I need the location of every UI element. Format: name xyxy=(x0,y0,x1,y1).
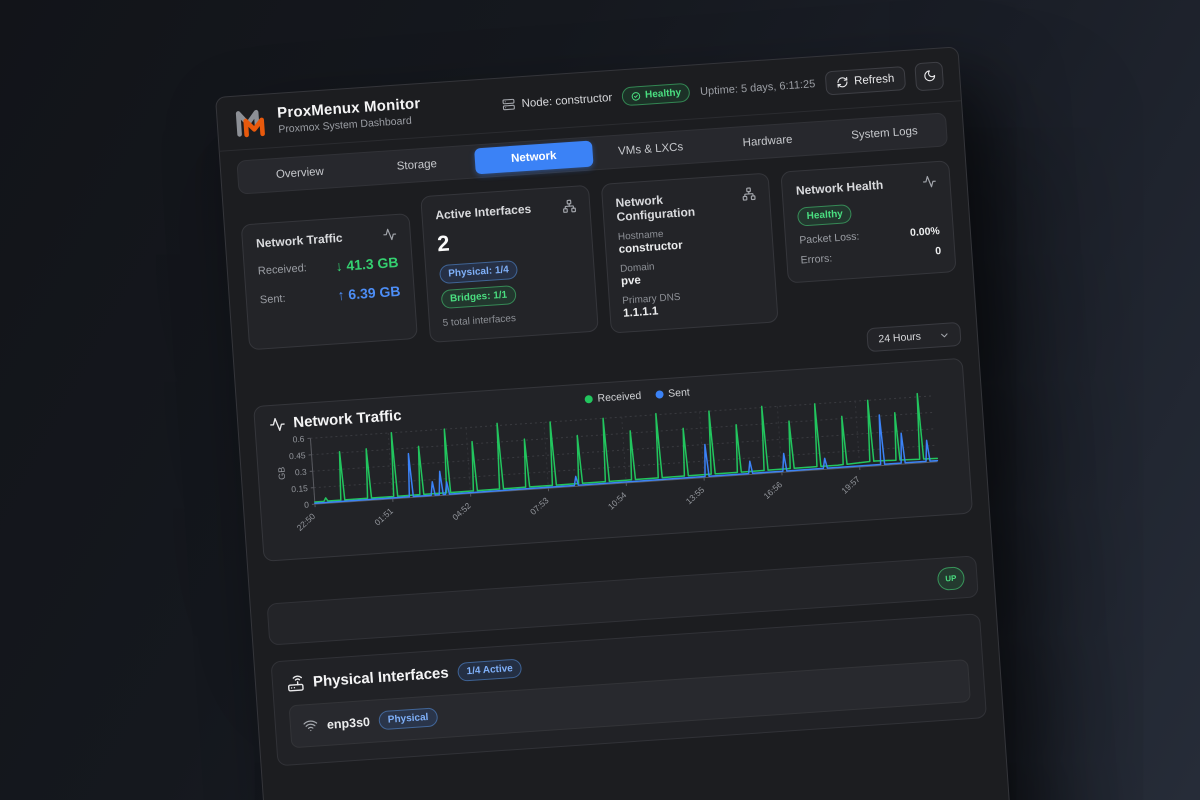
total-interfaces-note: 5 total interfaces xyxy=(442,313,517,330)
server-icon xyxy=(502,98,516,112)
summary-cards: Network Traffic Received: ↓ 41.3 GB Sent… xyxy=(223,145,975,359)
dashboard-window: ProxMenux Monitor Proxmox System Dashboa… xyxy=(215,46,1013,800)
svg-text:0.3: 0.3 xyxy=(295,467,308,478)
refresh-icon xyxy=(836,75,849,88)
svg-text:01:51: 01:51 xyxy=(372,506,395,528)
card-title: Network Traffic xyxy=(255,230,344,251)
received-value: ↓ 41.3 GB xyxy=(334,253,399,275)
legend-item-sent: Sent xyxy=(654,386,690,400)
uptime-text: Uptime: 5 days, 6:11:25 xyxy=(699,77,816,98)
legend-dot xyxy=(654,390,664,399)
card-title: Network Configuration xyxy=(615,192,696,224)
network-configuration-card: Network Configuration Hostname construct… xyxy=(600,172,779,334)
card-title: Active Interfaces xyxy=(434,201,532,223)
refresh-button[interactable]: Refresh xyxy=(824,65,907,95)
network-health-card: Network Health Healthy Packet Loss: 0.00… xyxy=(780,160,957,284)
time-range-select[interactable]: 24 Hours xyxy=(866,321,962,353)
activity-icon xyxy=(382,227,397,242)
chevron-down-icon xyxy=(939,329,951,341)
svg-text:10:54: 10:54 xyxy=(606,490,629,512)
tab-storage[interactable]: Storage xyxy=(396,158,438,173)
errors-row: Errors: 0 xyxy=(800,244,942,267)
physical-interfaces-section: Physical Interfaces 1/4 Active enp3s0 Ph… xyxy=(270,613,988,767)
domain-field: Domain pve xyxy=(619,261,655,288)
card-title: Network Health xyxy=(795,177,884,198)
top-header: ProxMenux Monitor Proxmox System Dashboa… xyxy=(216,47,962,152)
tab-network[interactable]: Network xyxy=(474,140,594,175)
router-icon xyxy=(287,674,305,692)
health-status-badge: Healthy xyxy=(621,82,691,107)
active-count-badge: 1/4 Active xyxy=(456,658,523,682)
svg-text:13:55: 13:55 xyxy=(684,484,707,506)
interface-row-enp3s0[interactable]: enp3s0 Physical xyxy=(288,659,971,749)
packet-loss-row: Packet Loss: 0.00% xyxy=(798,225,941,247)
activity-icon xyxy=(269,415,286,432)
primary-dns-field: Primary DNS 1.1.1.1 xyxy=(621,291,681,320)
svg-text:07:53: 07:53 xyxy=(528,495,551,517)
bridges-count-badge: Bridges: 1/1 xyxy=(440,284,517,310)
active-interfaces-card: Active Interfaces 2 Physical: 1/4 Bridge… xyxy=(419,184,599,343)
legend-dot xyxy=(584,395,593,404)
range-row: 24 Hours xyxy=(234,309,978,395)
network-traffic-card: Network Traffic Received: ↓ 41.3 GB Sent… xyxy=(240,213,418,351)
physical-count-badge: Physical: 1/4 xyxy=(438,259,519,285)
section-title: Physical Interfaces xyxy=(312,664,450,691)
svg-text:0.45: 0.45 xyxy=(289,450,306,461)
brand: ProxMenux Monitor Proxmox System Dashboa… xyxy=(233,94,422,141)
health-badge: Healthy xyxy=(797,203,853,227)
activity-icon xyxy=(922,174,937,189)
tab-vms-lxcs[interactable]: VMs & LXCs xyxy=(617,141,684,158)
sent-row: Sent: ↑ 6.39 GB xyxy=(259,282,401,307)
svg-text:0.15: 0.15 xyxy=(291,483,308,494)
received-row: Received: ↓ 41.3 GB xyxy=(257,253,399,278)
tab-overview[interactable]: Overview xyxy=(275,165,325,182)
svg-text:16:56: 16:56 xyxy=(762,479,785,501)
node-indicator: Node: constructor xyxy=(502,91,613,112)
sent-value: ↑ 6.39 GB xyxy=(336,282,401,304)
interface-type-badge: Physical xyxy=(378,707,439,731)
interface-name: enp3s0 xyxy=(326,714,371,732)
theme-toggle-button[interactable] xyxy=(914,60,945,91)
svg-text:04:52: 04:52 xyxy=(450,500,473,522)
moon-icon xyxy=(922,69,936,83)
wifi-icon xyxy=(302,717,318,733)
topbar-controls: Node: constructor Healthy Uptime: 5 days… xyxy=(502,60,945,119)
tab-hardware[interactable]: Hardware xyxy=(742,133,793,150)
proxmenux-logo-icon xyxy=(235,109,265,137)
svg-text:22:50: 22:50 xyxy=(295,511,318,533)
node-label: Node: constructor xyxy=(521,91,613,110)
svg-text:GB: GB xyxy=(276,466,287,480)
network-tree-icon xyxy=(742,186,757,201)
network-nodes-icon xyxy=(561,199,576,214)
check-circle-icon xyxy=(631,91,642,102)
chart-plot: 0 0.15 0.3 0.45 0.6 22:50 01:51 04:52 07:53 10:54… xyxy=(270,387,958,554)
up-status-badge: UP xyxy=(936,565,966,591)
svg-text:0.6: 0.6 xyxy=(292,434,305,445)
network-traffic-chart-card: Network Traffic Received Sent 0 0.15 0.3 0.4… xyxy=(253,357,974,562)
svg-text:19:57: 19:57 xyxy=(839,474,862,496)
svg-text:0: 0 xyxy=(304,500,310,510)
tab-system-logs[interactable]: System Logs xyxy=(850,125,919,142)
active-interface-count: 2 xyxy=(436,230,451,257)
hostname-field: Hostname constructor xyxy=(617,228,684,256)
